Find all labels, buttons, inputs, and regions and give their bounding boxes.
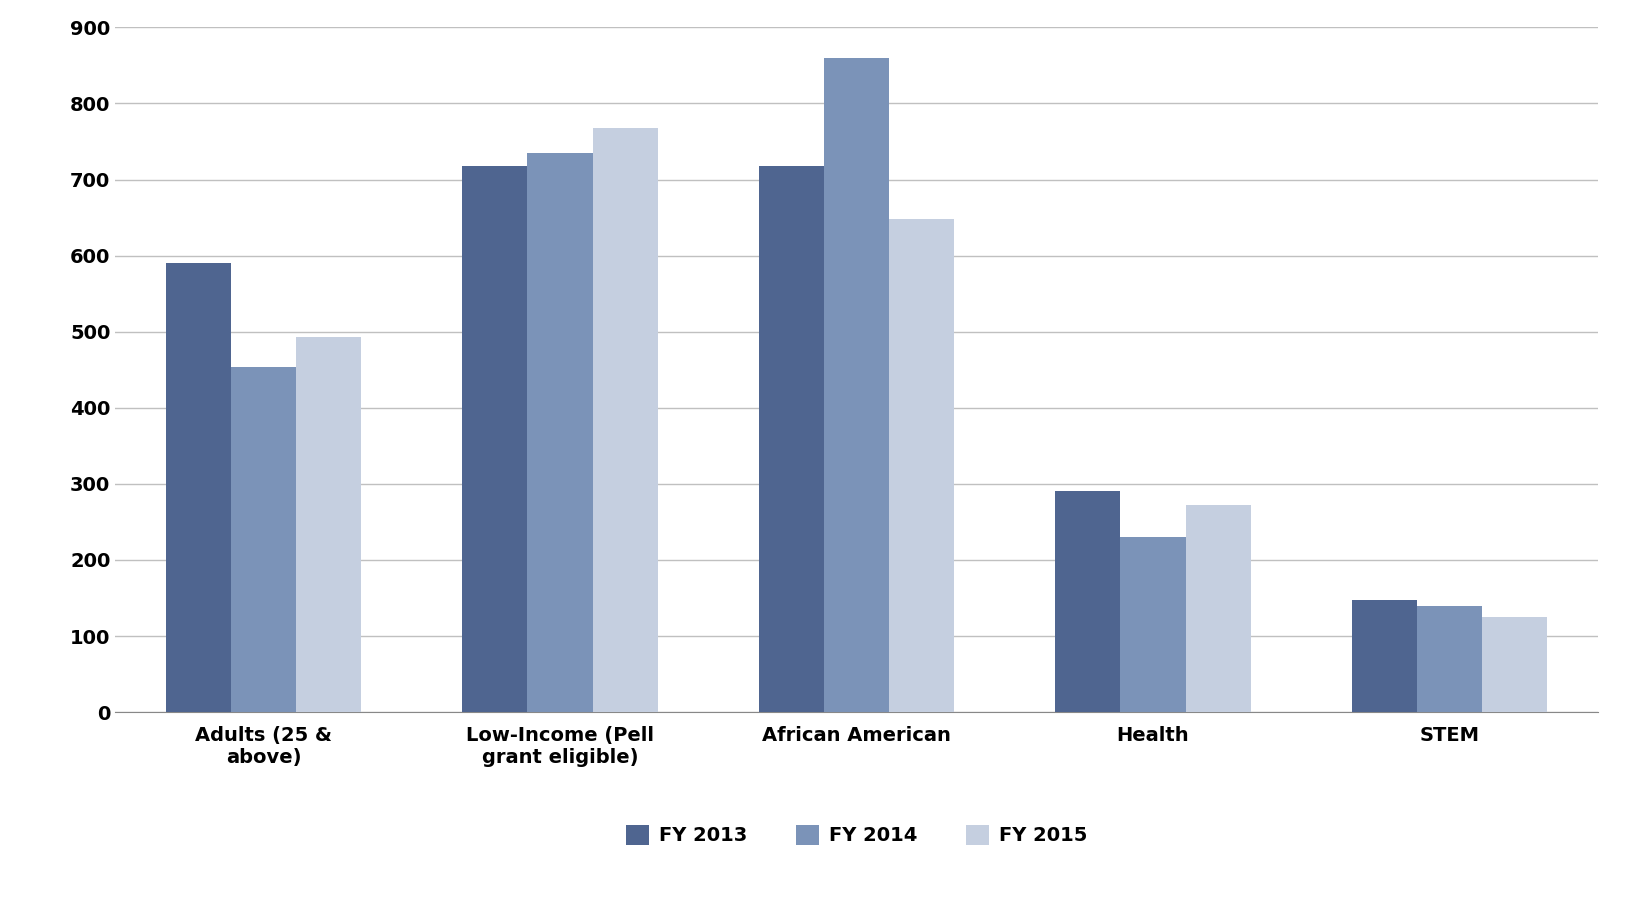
Bar [1482,617,1547,712]
Bar [593,128,657,712]
Bar [231,367,296,712]
Bar [1416,605,1482,712]
Bar [463,166,527,712]
Bar [1056,491,1120,712]
Bar [166,263,231,712]
Bar [296,337,361,712]
Bar [759,166,824,712]
Legend: FY 2013, FY 2014, FY 2015: FY 2013, FY 2014, FY 2015 [618,817,1095,853]
Bar [1352,600,1416,712]
Bar [824,58,889,712]
Bar [1120,537,1186,712]
Bar [889,219,954,712]
Bar [527,153,593,712]
Bar [1186,505,1250,712]
